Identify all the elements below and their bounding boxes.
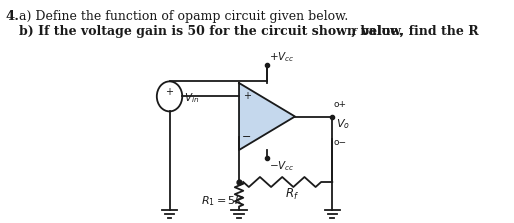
- Text: −: −: [242, 132, 251, 142]
- Text: $R_1 = 5K$: $R_1 = 5K$: [201, 194, 245, 208]
- Text: $R_f$: $R_f$: [285, 187, 299, 202]
- Text: f: f: [352, 28, 356, 37]
- Text: +: +: [166, 87, 174, 97]
- Text: $-V_{cc}$: $-V_{cc}$: [269, 159, 295, 173]
- Text: $V_{in}$: $V_{in}$: [184, 91, 199, 105]
- Text: +: +: [243, 91, 251, 101]
- Text: 4.: 4.: [5, 10, 19, 23]
- Text: o+: o+: [334, 100, 347, 109]
- Polygon shape: [239, 83, 295, 150]
- Text: a) Define the function of opamp circuit given below.: a) Define the function of opamp circuit …: [19, 10, 348, 23]
- Text: b) If the voltage gain is 50 for the circuit shown below, find the R: b) If the voltage gain is 50 for the cir…: [19, 25, 478, 38]
- Text: $+V_{cc}$: $+V_{cc}$: [269, 50, 295, 64]
- Text: value.: value.: [357, 25, 403, 38]
- Text: o−: o−: [334, 138, 347, 147]
- Text: $V_o$: $V_o$: [336, 118, 350, 131]
